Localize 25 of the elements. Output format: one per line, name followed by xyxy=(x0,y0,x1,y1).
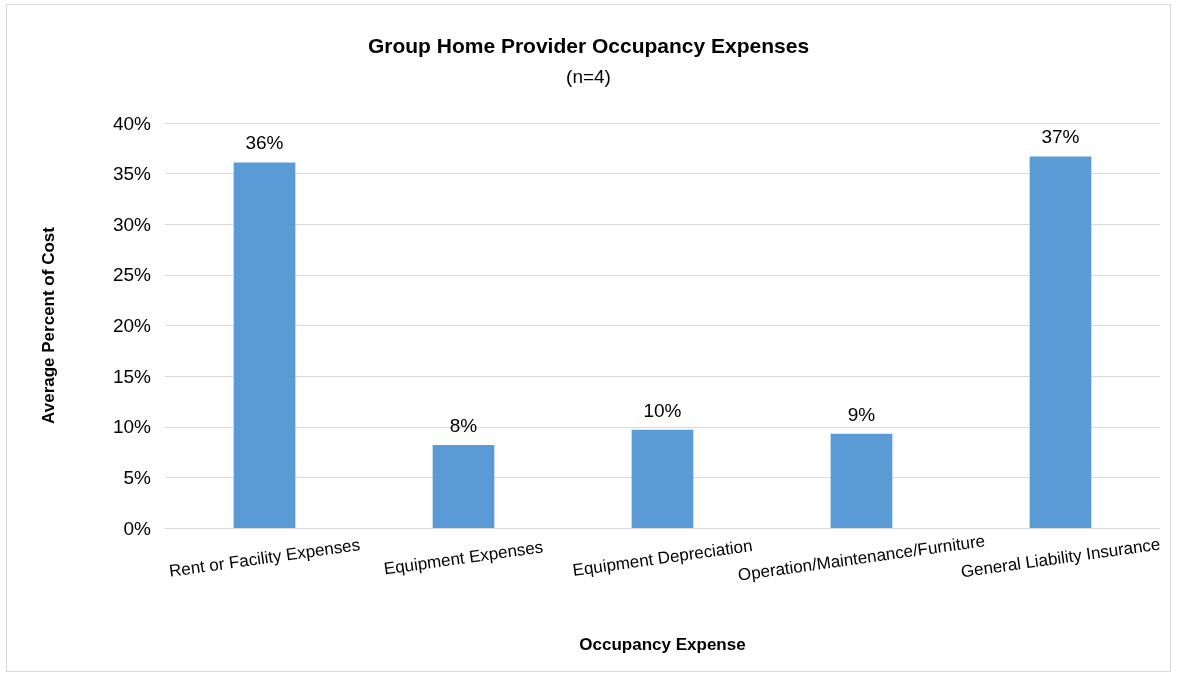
y-tick-label: 15% xyxy=(112,365,152,387)
y-tick-label: 35% xyxy=(112,163,152,185)
y-tick-label: 30% xyxy=(112,213,152,235)
x-axis-title: Occupancy Expense xyxy=(579,635,746,654)
y-tick-label: 10% xyxy=(112,416,152,438)
chart-title: Group Home Provider Occupancy Expenses xyxy=(367,34,810,57)
y-tick-label: 40% xyxy=(112,112,152,134)
bar xyxy=(830,433,893,528)
y-tick-label: 25% xyxy=(112,264,152,286)
bar xyxy=(631,429,694,528)
y-tick-label: 5% xyxy=(123,466,152,488)
y-tick-label: 20% xyxy=(112,315,152,336)
data-label: 36% xyxy=(245,132,284,154)
bar xyxy=(1029,156,1092,528)
x-tick-label: Equipment Expenses xyxy=(382,537,545,579)
y-axis-title: Average Percent of Cost xyxy=(39,226,58,424)
chart-subtitle: (n=4) xyxy=(566,66,611,87)
y-tick-label: 0% xyxy=(123,517,152,539)
data-label: 37% xyxy=(1041,126,1080,148)
data-label: 8% xyxy=(449,414,478,436)
bar xyxy=(233,162,296,528)
data-label: 10% xyxy=(643,399,682,421)
bar xyxy=(432,444,495,528)
x-tick-label: Rent or Facility Expenses xyxy=(167,535,362,581)
data-label: 9% xyxy=(847,403,876,425)
